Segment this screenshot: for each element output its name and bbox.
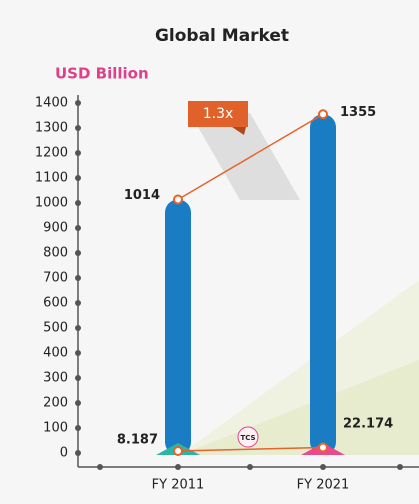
y-tick xyxy=(75,150,81,156)
y-tick-label: 200 xyxy=(43,396,68,411)
y-tick-label: 100 xyxy=(43,421,68,436)
y-tick xyxy=(75,100,81,106)
y-tick xyxy=(75,175,81,181)
y-tick xyxy=(75,125,81,131)
x-tick-label: FY 2011 xyxy=(152,478,205,493)
y-tick xyxy=(75,300,81,306)
value-label: 1014 xyxy=(124,188,160,203)
y-tick-label: 1400 xyxy=(35,96,68,111)
tcs-line xyxy=(177,446,324,452)
y-tick xyxy=(75,275,81,281)
growth-line xyxy=(177,113,324,201)
y-tick xyxy=(75,400,81,406)
y-axis-label: USD Billion xyxy=(55,65,149,83)
y-tick-label: 1300 xyxy=(35,121,68,136)
y-tick xyxy=(75,200,81,206)
y-tick xyxy=(75,425,81,431)
tcs-point xyxy=(173,445,183,456)
y-tick xyxy=(75,450,81,456)
axis-dot xyxy=(97,464,103,470)
annotation-box xyxy=(188,101,248,127)
annotation-shadow xyxy=(190,113,300,200)
tcs-label: TCS xyxy=(240,434,255,442)
y-tick xyxy=(75,325,81,331)
x-tick xyxy=(320,464,326,470)
y-tick-label: 500 xyxy=(43,321,68,336)
tcs-badge xyxy=(237,426,259,448)
x-tick xyxy=(175,464,181,470)
growth-point xyxy=(318,109,328,120)
y-tick-label: 1000 xyxy=(35,196,68,211)
bar xyxy=(310,114,336,455)
value-label: 22.174 xyxy=(343,417,393,432)
y-tick xyxy=(75,250,81,256)
growth-point xyxy=(173,194,183,205)
x-tick-label: FY 2021 xyxy=(297,478,350,493)
y-tick xyxy=(75,375,81,381)
tcs-point xyxy=(318,442,328,453)
y-tick-label: 1100 xyxy=(35,171,68,186)
y-tick xyxy=(75,350,81,356)
y-tick xyxy=(75,225,81,231)
y-tick-label: 400 xyxy=(43,346,68,361)
value-label: 8.187 xyxy=(117,433,158,448)
y-tick-label: 800 xyxy=(43,246,68,261)
axis-dot xyxy=(397,464,403,470)
y-tick-label: 600 xyxy=(43,296,68,311)
annotation-tail xyxy=(232,127,246,135)
annotation-text: 1.3x xyxy=(203,106,234,122)
y-tick-label: 300 xyxy=(43,371,68,386)
value-label: 1355 xyxy=(340,105,376,120)
y-tick-label: 900 xyxy=(43,221,68,236)
y-tick-label: 1200 xyxy=(35,146,68,161)
axis-dot xyxy=(247,464,253,470)
chart-title: Global Market xyxy=(155,26,289,46)
y-tick-label: 0 xyxy=(60,446,68,461)
y-tick-label: 700 xyxy=(43,271,68,286)
bar xyxy=(165,199,191,455)
